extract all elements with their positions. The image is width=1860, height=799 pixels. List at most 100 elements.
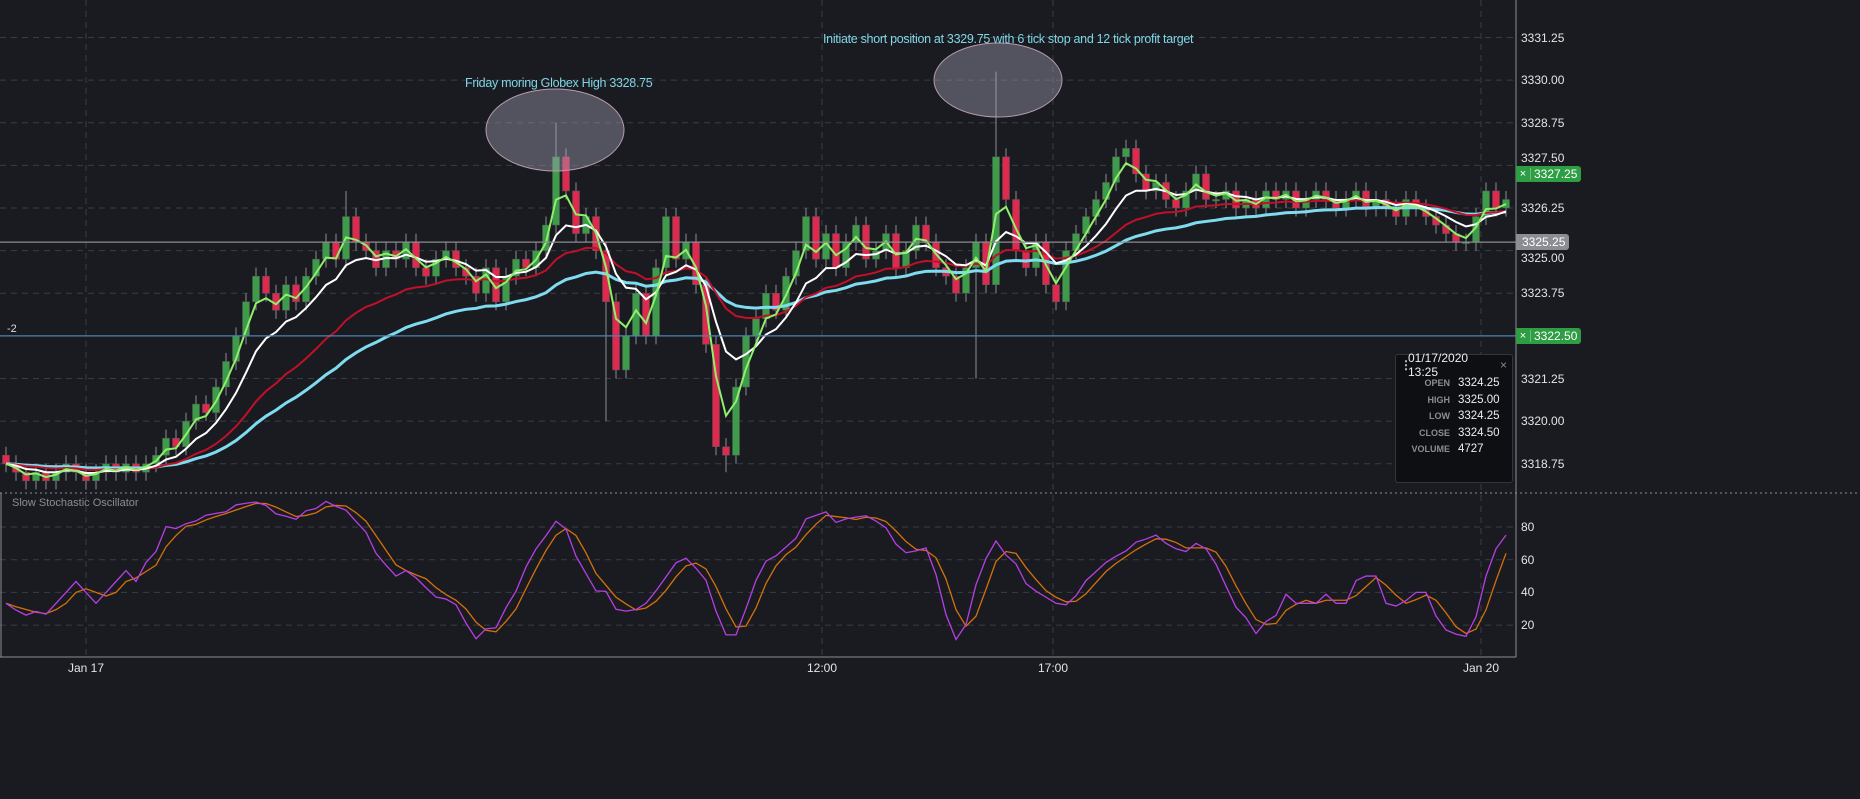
info-key: OPEN [1424,378,1450,389]
candle-body [252,275,260,303]
candle-body [542,224,550,251]
candle-body [162,437,170,456]
candle-body [802,216,810,251]
price-axis-label: 3331.25 [1521,30,1565,45]
stochastic-d-line [5,502,1507,635]
candle-body [722,446,730,456]
price-axis-label: 3327.50 [1521,150,1565,165]
candle-body [992,156,1000,285]
info-value: 3324.25 [1458,377,1500,390]
price-axis-label: 3330.00 [1521,73,1565,88]
price-axis-label: 3326.25 [1521,201,1565,215]
time-axis-label: 17:00 [1037,661,1069,675]
time-axis-label: Jan 17 [67,661,105,675]
candle-body [432,258,440,277]
price-label-value: 3325.25 [1522,235,1566,250]
info-key: HIGH [1427,394,1451,405]
candle-body [32,472,40,482]
candle-body [1052,284,1060,303]
candle-body [672,216,680,260]
candle-body [772,293,780,311]
candle-body [1062,250,1070,303]
candle-body [1492,190,1500,209]
time-axis-label: 12:00 [806,661,838,675]
highlight-ellipse [485,88,625,172]
oscillator-axis-label: 40 [1521,585,1535,600]
candle-body [1322,190,1330,200]
candle-body [1212,199,1220,202]
candle-body [552,156,560,226]
info-datetime: 01/17/2020 13:25 [1408,351,1469,379]
order-price-label[interactable]: × 3322.50 [1516,327,1582,344]
candle-body [202,403,210,413]
info-row-close: CLOSE 3324.50 [1396,425,1512,442]
info-value: 4727 [1458,443,1484,456]
ema-34-line [5,206,1507,470]
info-key: CLOSE [1418,427,1450,438]
candle-body [712,344,720,447]
stochastic-k-line [5,500,1507,641]
candle-body [1132,148,1140,175]
annotation-text: Initiate short position at 3329.75 with … [823,32,1194,46]
position-quantity: -2 [7,322,17,335]
ema-3-line [5,161,1507,479]
info-row-volume: VOLUME 4727 [1396,441,1512,458]
candle-body [1112,156,1120,183]
candle-body [22,472,30,482]
oscillator-axis-label: 20 [1521,618,1535,633]
candle-body [1002,156,1010,200]
info-row-low: LOW 3324.25 [1396,408,1512,425]
annotation-text: Friday moring Globex High 3328.75 [465,76,653,90]
order-price-label[interactable]: × 3327.25 [1516,165,1582,182]
candle-body [572,190,580,234]
price-axis-label: 3325.00 [1521,251,1565,266]
candle-body [522,258,530,268]
candle-body [1022,250,1030,268]
candle-body [512,258,520,277]
info-row-open: OPEN 3324.25 [1396,375,1512,392]
price-label-value: 3327.25 [1534,166,1578,181]
candle-body [292,284,300,303]
price-axis-label: 3328.75 [1521,115,1565,130]
info-key: LOW [1429,411,1450,422]
oscillator-axis-label: 60 [1521,552,1535,567]
vertical-dots-icon[interactable]: ⋮ [1400,358,1412,372]
candle-body [1182,190,1190,209]
candle-body [1102,182,1110,200]
info-value: 3325.00 [1458,393,1500,406]
close-icon[interactable]: × [1499,358,1507,372]
close-icon[interactable]: × [1516,329,1531,342]
candle-body [302,275,310,303]
candle-body [1192,173,1200,192]
candle-body [1502,199,1510,209]
oscillator-axis-label: 80 [1521,520,1535,534]
info-row-high: HIGH 3325.00 [1396,392,1512,409]
candle-body [322,241,330,260]
candle-body [812,216,820,260]
candle-body [732,386,740,456]
last-price-price-label: 3325.25 [1516,234,1570,251]
ohlc-info-box: ⋮ 01/17/2020 13:25 × OPEN 3324.25 HIGH 332… [1395,351,1513,483]
price-axis-label: 3320.00 [1521,414,1565,429]
candle-body [562,156,570,192]
price-axis-label: 3321.25 [1521,371,1565,386]
candle-body [472,275,480,294]
price-axis-label: 3323.75 [1521,286,1565,301]
info-value: 3324.50 [1458,426,1500,439]
candle-body [422,267,430,277]
info-key: VOLUME [1411,444,1450,455]
time-axis-label: Jan 20 [1462,661,1500,675]
candle-body [1172,199,1180,209]
price-label-value: 3322.50 [1534,328,1578,343]
oscillator-title: Slow Stochastic Oscillator [12,497,139,509]
candle-body [952,275,960,294]
candle-body [752,318,760,337]
close-icon[interactable]: × [1516,167,1531,180]
candle-body [262,275,270,294]
candle-body [962,267,970,294]
candle-body [622,335,630,371]
candle-body [1202,173,1210,200]
info-value: 3324.25 [1458,410,1500,423]
